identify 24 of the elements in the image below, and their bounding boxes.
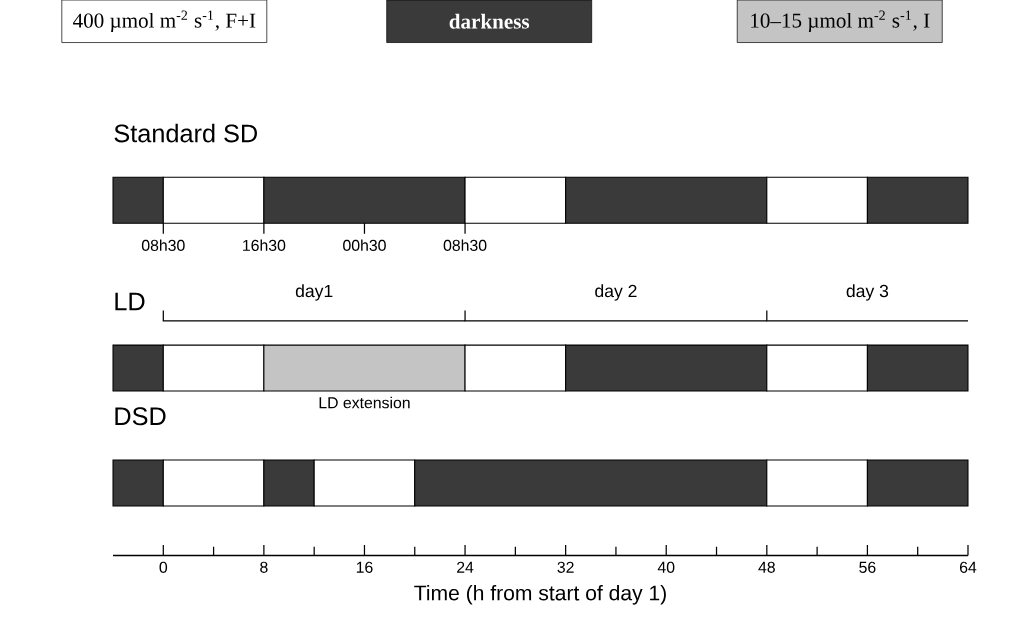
- x-tick-label: 48: [758, 561, 775, 573]
- annotation: day 2: [595, 284, 637, 301]
- x-tick-label: 32: [557, 561, 574, 573]
- annotation: day1: [295, 284, 333, 301]
- x-tick-label: 56: [859, 561, 876, 573]
- annotation: day 3: [846, 284, 889, 301]
- x-tick-label: 8: [260, 561, 268, 573]
- y-tick-label: Standard SD: [114, 123, 257, 143]
- x-tick-label: 24: [457, 561, 474, 573]
- y-tick-label: DSD: [115, 407, 166, 426]
- annotation: 08h30: [141, 239, 185, 252]
- x-tick-label: 64: [959, 561, 977, 573]
- text: darkness: [449, 13, 530, 29]
- x-tick-label: 16: [356, 561, 373, 573]
- x-axis-title: Time (h from start of day 1): [414, 584, 666, 605]
- x-tick-label: 0: [159, 561, 168, 573]
- text: 10–15 µmol m$^{-2}$ s$^{-1}$, I: [751, 10, 930, 33]
- annotation: 08h30: [443, 239, 487, 252]
- text: 400 µmol m$^{-2}$ s$^{-1}$, F+I: [73, 10, 256, 33]
- y-tick-label: LD: [115, 292, 145, 311]
- annotation: 00h30: [343, 239, 386, 252]
- annotation: LD extension: [319, 396, 410, 409]
- x-tick-label: 40: [657, 561, 675, 573]
- annotation: 16h30: [243, 239, 286, 252]
